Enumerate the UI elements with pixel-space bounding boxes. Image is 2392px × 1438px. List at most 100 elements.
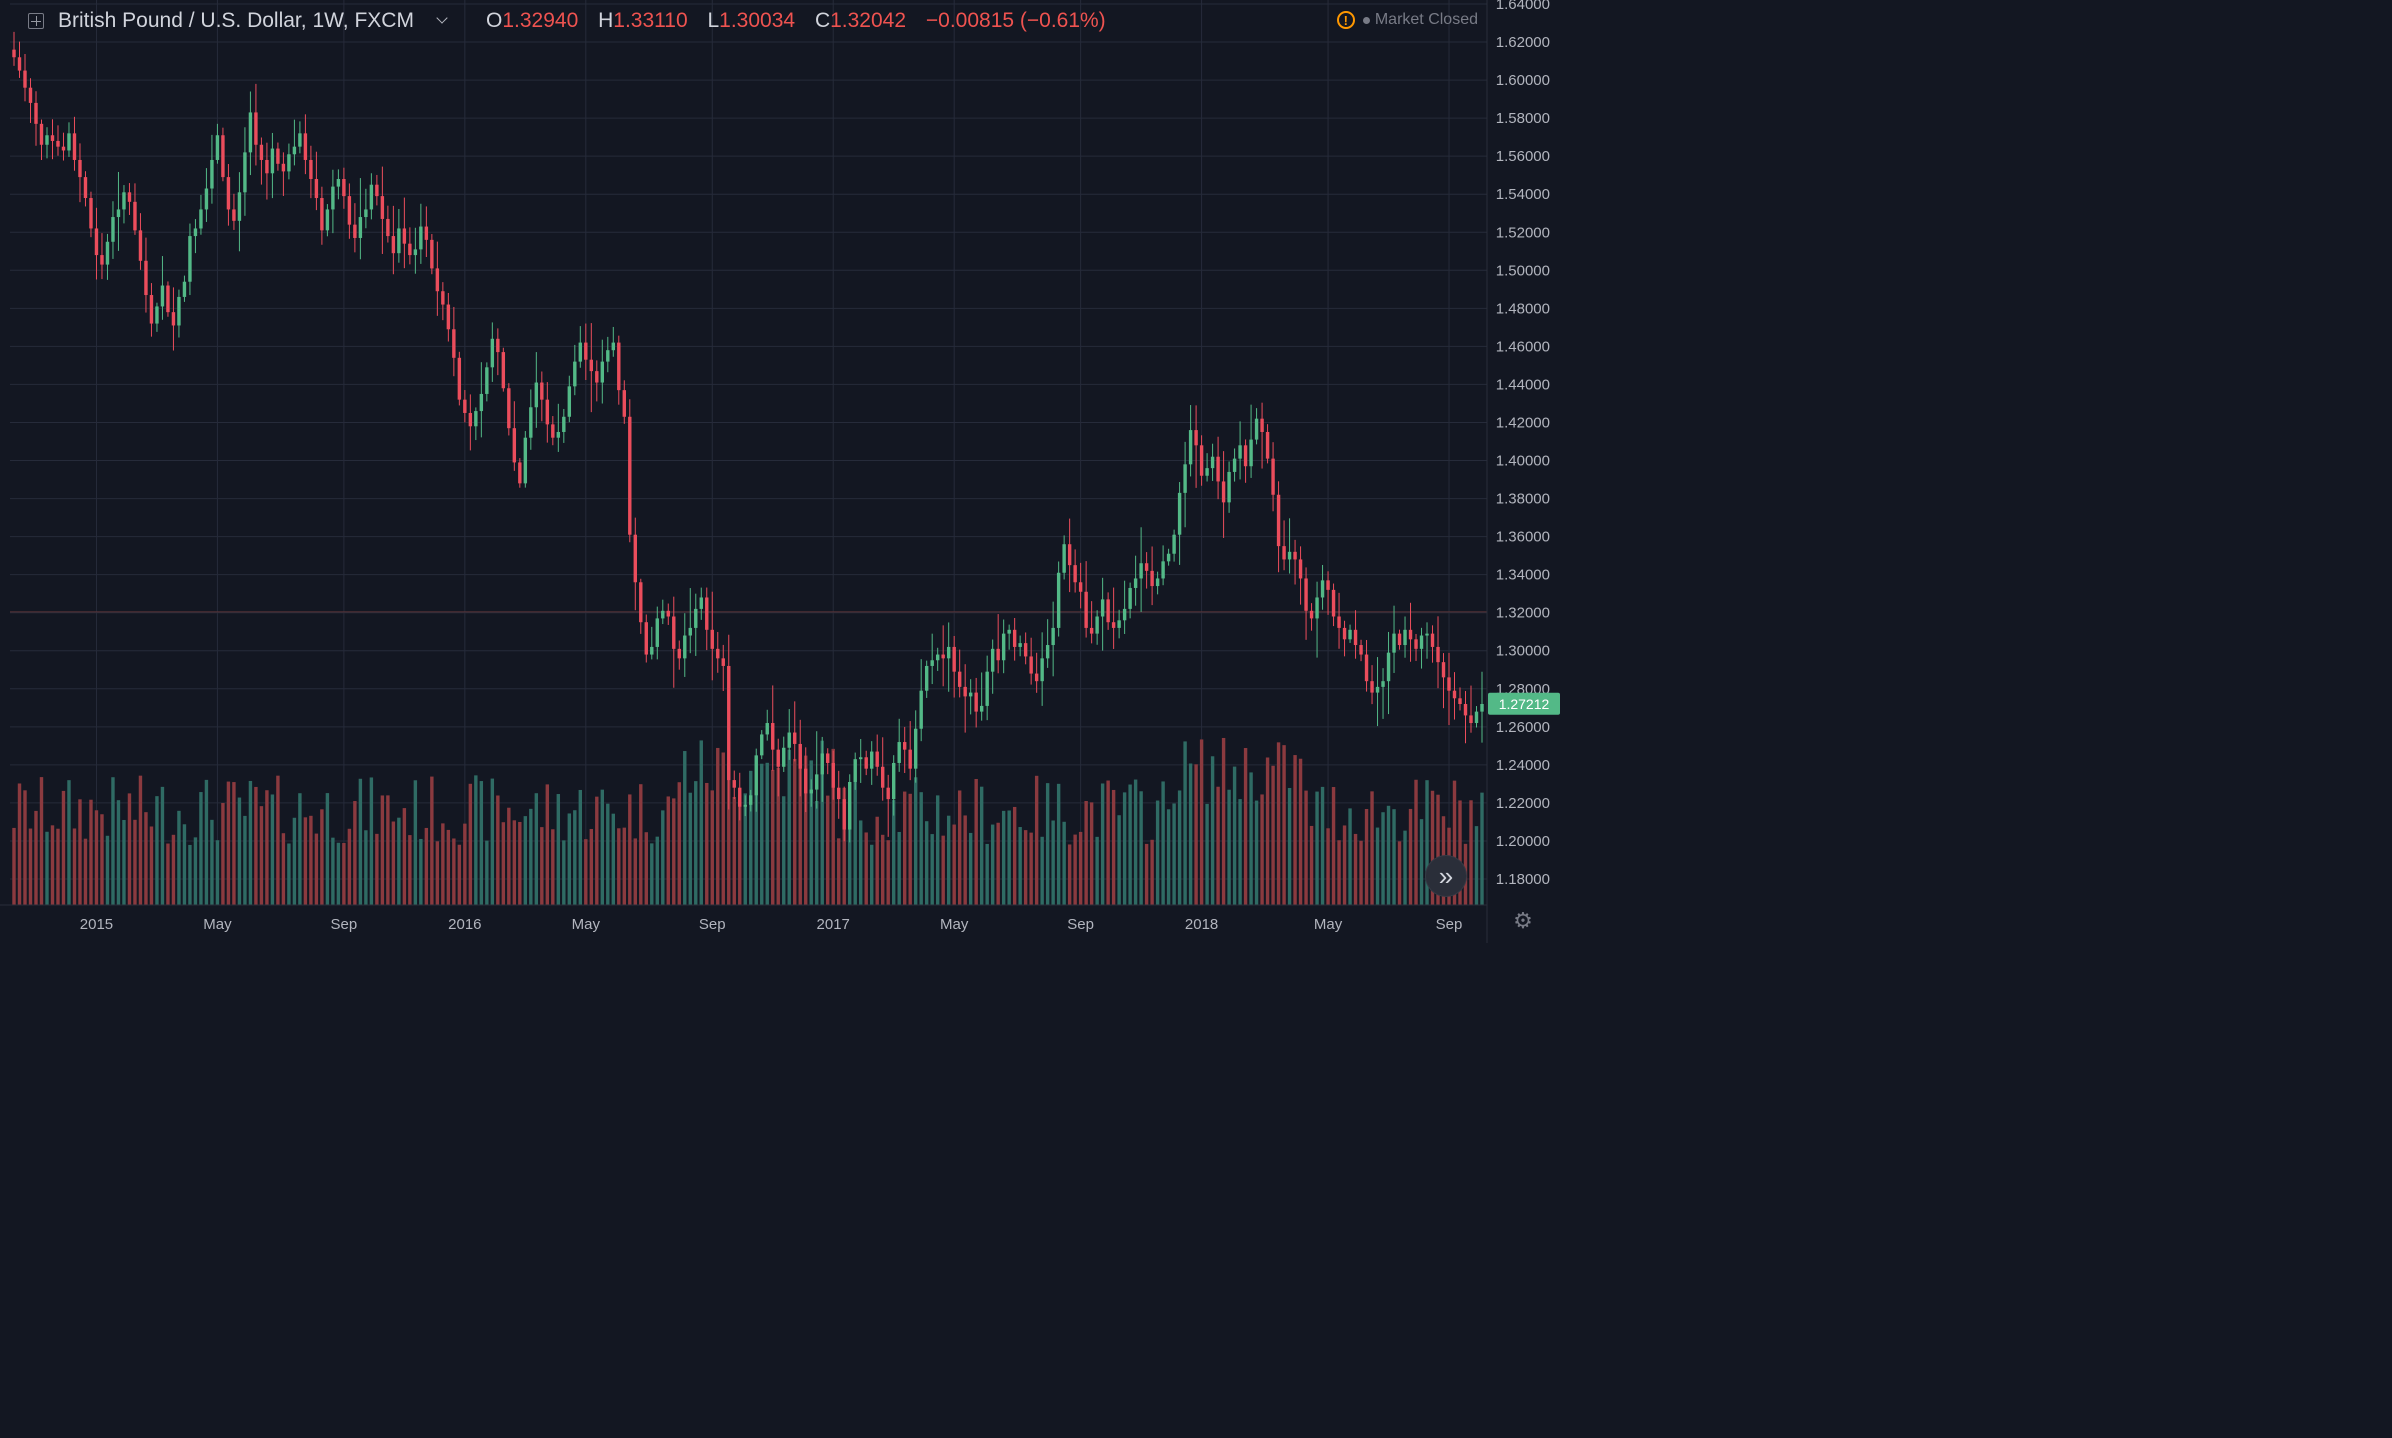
volume-bar (853, 781, 857, 905)
volume-bar (534, 793, 539, 905)
volume-bar (446, 829, 451, 905)
candle-body (446, 304, 451, 330)
time-tick-label: 2018 (1185, 916, 1218, 933)
gear-icon[interactable]: ⚙ (1513, 908, 1533, 933)
candle-body (853, 759, 857, 782)
candle-body (556, 431, 561, 438)
candle-body (243, 152, 247, 193)
candle-body (771, 723, 775, 750)
price-tick-label: 1.34000 (1496, 567, 1550, 584)
candle-body (1309, 610, 1314, 619)
price-chart[interactable]: 1.180001.200001.220001.240001.260001.280… (0, 0, 1568, 943)
volume-bar (1133, 779, 1138, 905)
candle-body (518, 462, 522, 484)
price-tick-label: 1.38000 (1496, 491, 1550, 508)
candle-body (826, 753, 830, 763)
candle-body (578, 342, 583, 362)
volume-bar (886, 840, 890, 905)
candle-body (391, 236, 396, 254)
add-symbol-icon[interactable] (28, 13, 44, 29)
scroll-to-realtime-button[interactable]: » (1426, 856, 1466, 896)
candle-body (1133, 578, 1138, 588)
candle-body (287, 154, 291, 172)
volume-bar (1144, 843, 1149, 905)
last-price-label: 1.27212 (1499, 696, 1550, 712)
candle-body (177, 296, 181, 326)
candle-body (760, 734, 764, 756)
candle-body (1364, 654, 1369, 682)
candle-body (1051, 627, 1055, 646)
candle-body (848, 781, 852, 830)
candle-body (815, 774, 819, 790)
candle-body (738, 787, 742, 807)
volume-bar (815, 800, 819, 905)
volume-bar (67, 780, 71, 905)
volume-bar (1199, 739, 1204, 905)
candle-body (694, 608, 698, 628)
volume-bar (600, 789, 605, 905)
volume-bar (754, 792, 758, 905)
candle-body (1040, 658, 1044, 682)
candle-body (1392, 633, 1396, 653)
candle-body (891, 762, 896, 800)
candle-body (743, 804, 747, 807)
volume-bar (1271, 765, 1275, 905)
volume-bar (1298, 758, 1303, 905)
volume-bar (941, 835, 945, 905)
volume-bar (666, 796, 670, 905)
volume-bar (1348, 808, 1352, 905)
symbol-title[interactable]: British Pound / U.S. Dollar, 1W, FXCM (58, 9, 414, 32)
volume-bar (1232, 766, 1237, 905)
candle-body (501, 352, 506, 389)
candle-body (1238, 445, 1242, 459)
candle-body (600, 361, 605, 383)
candle-body (683, 635, 687, 659)
candle-body (831, 762, 835, 788)
volume-bar (424, 827, 429, 905)
candle-body (1430, 633, 1435, 647)
volume-bar (1238, 799, 1242, 905)
candle-body (1166, 553, 1171, 562)
candle-body (127, 192, 132, 202)
candle-body (485, 367, 489, 394)
candle-body (67, 133, 71, 151)
candle-body (573, 361, 577, 387)
candle-body (1161, 561, 1165, 579)
candle-body (523, 437, 528, 484)
volume-histogram (12, 737, 1484, 905)
candle-body (584, 342, 588, 360)
volume-bar (738, 794, 742, 905)
candle-body (265, 159, 269, 174)
candle-body (237, 192, 242, 221)
volume-bar (639, 784, 643, 905)
volume-bar (930, 834, 934, 905)
volume-bar (496, 795, 500, 905)
candle-body (1084, 591, 1088, 628)
candle-body (369, 184, 374, 210)
volume-bar (1216, 786, 1220, 905)
volume-bar (567, 813, 572, 905)
price-axis[interactable]: 1.180001.200001.220001.240001.260001.280… (1496, 0, 1550, 888)
candle-body (56, 140, 60, 147)
volume-bar (595, 796, 599, 905)
candle-body (39, 123, 44, 145)
volume-bar (1155, 800, 1160, 905)
time-axis[interactable]: 2015 May Sep 2016 May Sep 2017 May Sep 2018 May Sep (80, 916, 1463, 933)
volume-bar (485, 840, 489, 905)
candle-body (820, 753, 824, 775)
volume-bar (474, 775, 478, 905)
candle-body (732, 780, 736, 788)
volume-bar (705, 782, 709, 905)
volume-bar (523, 816, 528, 905)
candle-body (1106, 599, 1110, 623)
candle-body (50, 135, 55, 141)
volume-bar (105, 835, 110, 905)
candle-body (804, 768, 808, 794)
volume-bar (562, 840, 566, 905)
warning-icon[interactable]: ! (1336, 11, 1355, 29)
candle-body (1139, 563, 1143, 579)
candle-body (1172, 534, 1176, 554)
volume-bar (1419, 819, 1424, 905)
candle-body (1386, 652, 1391, 682)
candle-body (1370, 681, 1374, 693)
